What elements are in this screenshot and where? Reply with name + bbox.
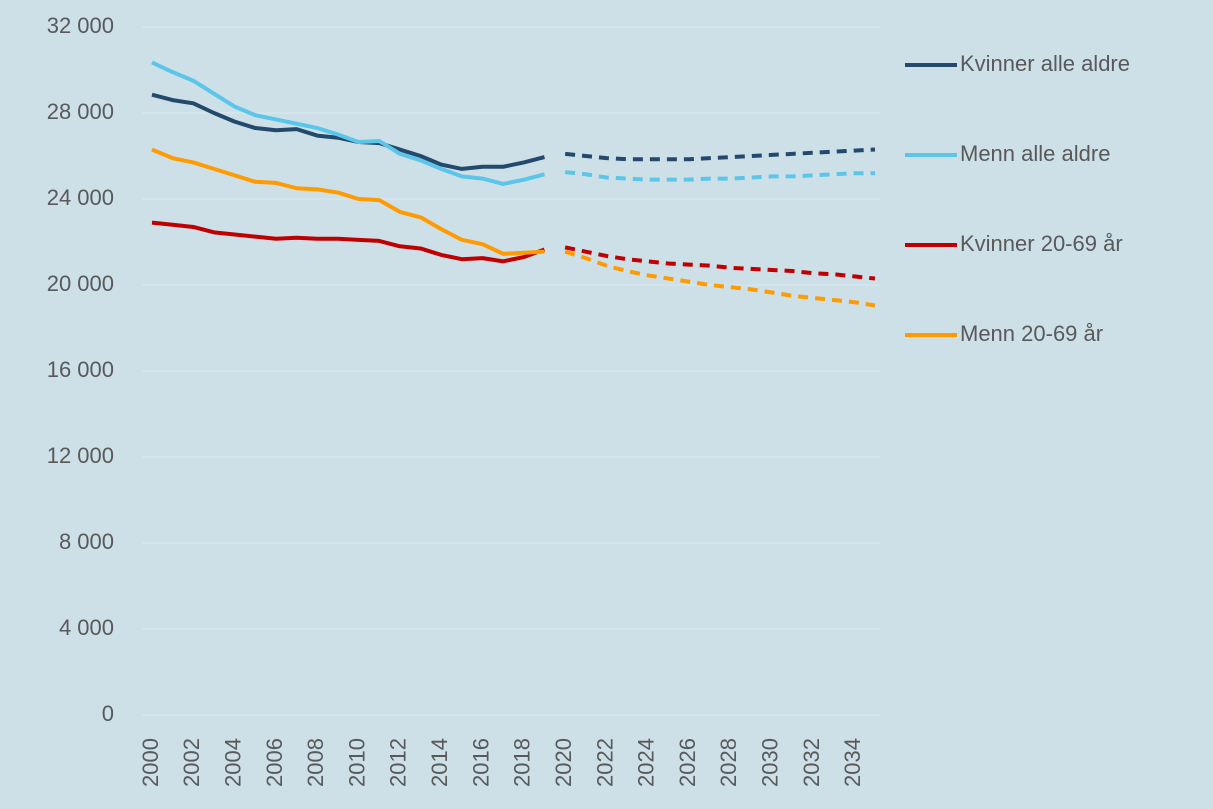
x-tick-label: 2034 [840, 738, 865, 787]
forecast-line [565, 247, 875, 278]
x-tick-label: 2014 [427, 738, 452, 787]
chart: 0 4 000 8 000 12 000 16 000 20 000 24 000 28 00… [0, 0, 1213, 809]
x-tick-label: 2016 [468, 738, 493, 787]
x-tick-label: 2032 [799, 738, 824, 787]
legend-label: Kvinner alle aldre [960, 51, 1130, 76]
legend-label: Kvinner 20-69 år [960, 231, 1123, 256]
y-tick-label: 8 000 [59, 529, 114, 554]
x-tick-label: 2008 [303, 738, 328, 787]
series-line [152, 95, 544, 169]
series-line [152, 223, 544, 262]
x-tick-label: 2006 [262, 738, 287, 787]
y-tick-label: 24 000 [47, 185, 114, 210]
x-tick-label: 2002 [179, 738, 204, 787]
x-tick-label: 2018 [510, 738, 535, 787]
x-tick-label: 2004 [220, 738, 245, 787]
y-tick-label: 28 000 [47, 99, 114, 124]
page: {"chart_data": {"type": "line", "x": [20… [0, 0, 1213, 809]
y-tick-label: 4 000 [59, 615, 114, 640]
x-tick-label: 2010 [344, 738, 369, 787]
y-tick-label: 32 000 [47, 13, 114, 38]
x-tick-label: 2030 [758, 738, 783, 787]
y-tick-label: 0 [102, 701, 114, 726]
x-tick-label: 2026 [675, 738, 700, 787]
forecast-line [565, 150, 875, 160]
y-tick-label: 16 000 [47, 357, 114, 382]
forecast-line [565, 252, 875, 306]
x-tick-label: 2022 [592, 738, 617, 787]
y-tick-label: 20 000 [47, 271, 114, 296]
x-tick-label: 2024 [634, 738, 659, 787]
x-tick-label: 2012 [386, 738, 411, 787]
legend-label: Menn alle aldre [960, 141, 1110, 166]
forecast-line [565, 172, 875, 180]
legend-label: Menn 20-69 år [960, 321, 1103, 346]
y-tick-label: 12 000 [47, 443, 114, 468]
x-tick-label: 2000 [138, 738, 163, 787]
x-tick-label: 2028 [716, 738, 741, 787]
x-tick-label: 2020 [551, 738, 576, 787]
